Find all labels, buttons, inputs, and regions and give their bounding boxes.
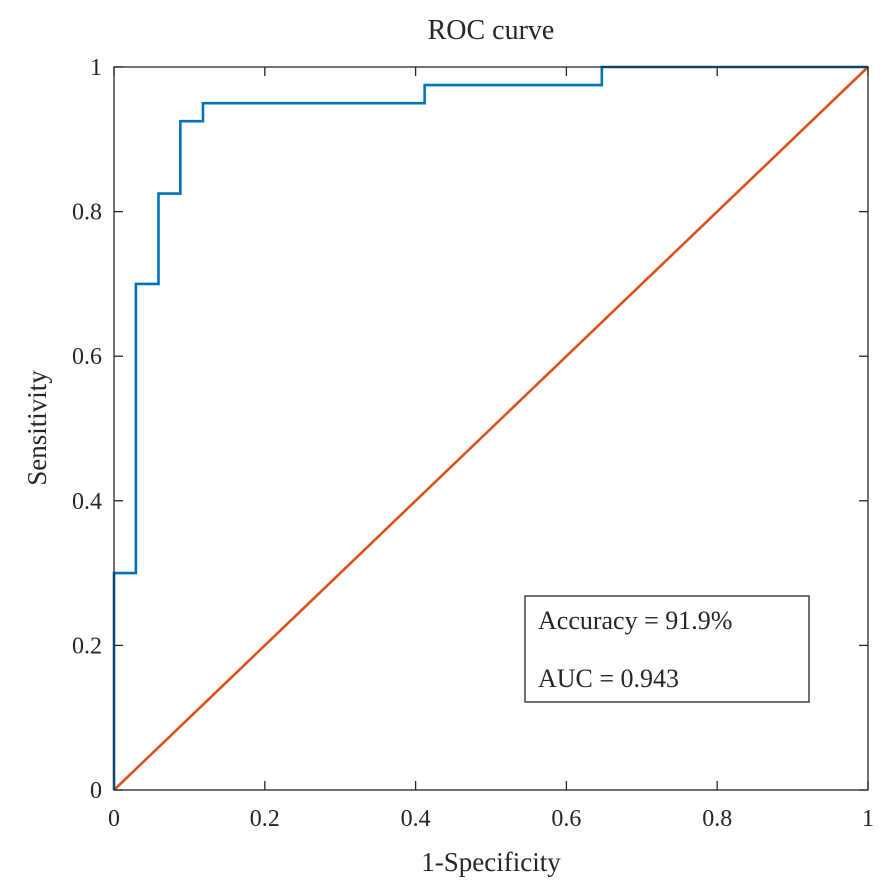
- y-tick-label: 1: [90, 55, 102, 81]
- x-tick-label: 0.2: [250, 806, 280, 832]
- accuracy-label: Accuracy = 91.9%: [538, 606, 732, 635]
- annotation-box-border: [524, 595, 810, 703]
- y-tick-label: 0.4: [72, 489, 102, 515]
- y-tick-label: 0.6: [72, 344, 102, 370]
- series-line-reference: [113, 66, 869, 791]
- x-tick-label: 0.8: [702, 806, 732, 832]
- tick-labels: 0 0.2 0.4 0.6 0.8 1 0 0.2 0.4 0.6 0.8 1: [72, 55, 874, 832]
- chart-title: ROC curve: [428, 15, 555, 46]
- x-tick-label: 0.6: [551, 806, 581, 832]
- series-line-roc: [112, 65, 868, 790]
- x-axis-label: 1-Specificity: [421, 847, 561, 877]
- x-tick-label: 1: [862, 806, 874, 832]
- y-tick-label: 0.8: [72, 200, 102, 226]
- annotation-box: Accuracy = 91.9% AUC = 0.943: [524, 595, 810, 703]
- y-tick-label: 0: [90, 778, 102, 804]
- plot-frame: [113, 66, 869, 791]
- x-tick-label: 0.4: [401, 806, 431, 832]
- series-layer: [112, 65, 869, 791]
- x-tick-label: 0: [108, 806, 120, 832]
- auc-label: AUC = 0.943: [538, 664, 679, 693]
- y-axis-label: Sensitivity: [22, 370, 52, 486]
- y-tick-label: 0.2: [72, 633, 102, 659]
